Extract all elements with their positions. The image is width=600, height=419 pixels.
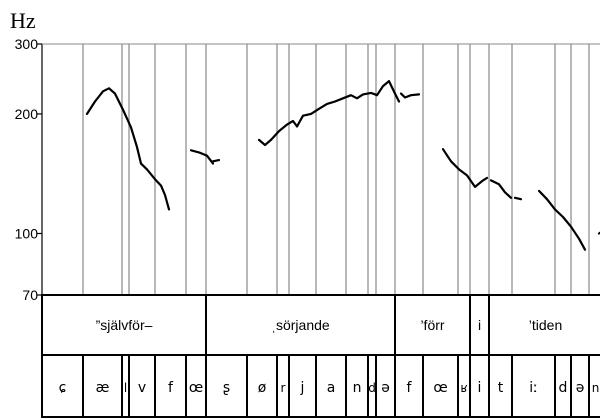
f0-curve-segment [489,179,513,199]
phone-label: ø [258,380,267,396]
f0-curve-segment [537,189,587,251]
phone-label: f [168,380,174,396]
phone-label: n [353,380,362,396]
phone-label: t [498,380,504,396]
phone-label: v [138,380,146,396]
phone-label: ʂ [223,380,230,396]
phone-label: d [559,380,568,396]
phone-label: f [407,380,413,396]
phone-label: i [478,380,482,396]
f0-curve-segment [189,149,215,165]
word-label: ’förr [420,317,444,333]
f0-curve-segment [513,196,523,201]
f0-curve-segment [399,92,421,99]
phone-label: n [592,381,600,395]
phone-label: iː [529,380,538,396]
phone-label: æ [96,380,110,396]
phone-label: j [300,380,305,396]
word-label: i [478,317,481,333]
y-tick-label: 100 [15,225,39,241]
f0-curve-segment [139,162,171,211]
phone-label: ɕ [59,380,67,396]
word-label: ’tiden [529,317,562,333]
phone-label: l [124,381,127,395]
phone-label: r [281,381,286,395]
f0-curve-segment [85,87,143,165]
y-tick-label: 200 [15,106,39,122]
word-label: ˌsörjande [271,317,330,333]
phone-label: œ [189,380,203,396]
word-label: ”självför– [96,317,153,333]
phone-label: ʁ [460,381,467,395]
phone-label: œ [433,380,447,396]
f0-curve-segment [257,119,299,147]
f0-curve-segment [441,148,489,188]
phone-label: a [327,380,336,396]
phone-label: ə [381,380,390,396]
y-axis-unit-label: Hz [10,8,36,33]
y-tick-label: 70 [22,287,38,303]
f0-curve-segment [295,80,401,128]
y-tick-label: 300 [15,36,39,52]
phone-label: ə [576,380,585,396]
phone-label: d [368,381,376,395]
f0-curve-segment [211,159,221,163]
